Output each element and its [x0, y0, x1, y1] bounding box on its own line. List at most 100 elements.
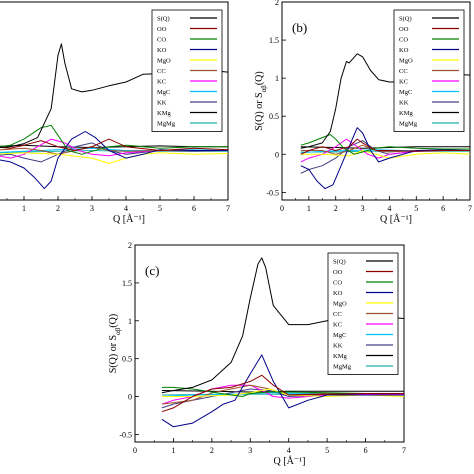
legend-item: OO: [333, 269, 393, 276]
series-line-KO: [0, 131, 228, 190]
series-line-OO: [0, 138, 228, 151]
x-tick-label: 5: [414, 204, 418, 213]
series-line-KO: [300, 127, 470, 190]
legend-item: CO: [333, 280, 393, 287]
x-tick-label: 6: [364, 446, 368, 455]
legend-item: KK: [399, 100, 459, 107]
legend-item: MgC: [157, 89, 217, 96]
y-tick-label: 0: [275, 150, 279, 159]
y-tick-label: 1.5: [269, 36, 279, 45]
legend-item: CC: [157, 68, 217, 75]
legend-item: KMg: [157, 110, 217, 117]
legend-item: CO: [399, 37, 459, 44]
chart-panel-1: 0 1 2 3 4 5 6 7-0.500.511.52S(Q) or Sαβ(Q)Q [Å⁻…: [254, 0, 472, 225]
legend-item: KMg: [399, 110, 459, 117]
legend-item: KK: [333, 343, 393, 350]
legend-label: KC: [157, 79, 166, 86]
legend: S(Q) OO CO KO MgO CC KC MgC KK KMg MgMg: [393, 9, 465, 132]
x-axis-label: Q [Å⁻¹]: [380, 213, 412, 225]
legend-label: S(Q): [157, 16, 170, 23]
legend-item: OO: [399, 26, 459, 33]
legend-item: MgMg: [399, 121, 459, 128]
legend-item: KO: [157, 47, 217, 54]
y-axis-label: S(Q) or Sαβ(Q): [108, 314, 122, 373]
legend-label: CO: [157, 37, 166, 44]
legend-label: MgO: [399, 58, 413, 65]
series-line-CO: [161, 386, 404, 397]
legend-item: S(Q): [157, 16, 217, 23]
x-tick-label: 6: [192, 204, 196, 213]
legend-label: KMg: [157, 110, 171, 117]
legend-label: MgC: [157, 89, 170, 96]
x-tick-label: 7: [226, 204, 230, 213]
legend-label: OO: [333, 269, 343, 276]
series-line-MgMg: [300, 150, 470, 153]
legend: S(Q) OO CO KO MgO CC KC MgC KK KMg MgMg: [151, 9, 223, 132]
x-tick-label: 5: [325, 446, 329, 455]
series-line-KMg: [161, 390, 404, 393]
chart-panel-2: 0 1 2 3 4 5 6 7-0.500.511.52S(Q) or Sαβ(Q)Q [Å⁻…: [108, 241, 406, 467]
legend-label: MgO: [157, 58, 171, 65]
x-tick-label: 4: [124, 204, 128, 213]
legend-item: MgMg: [157, 121, 217, 128]
legend-item: CC: [399, 68, 459, 75]
legend-label: KO: [333, 290, 343, 297]
legend-label: KK: [333, 343, 343, 350]
legend: S(Q) OO CO KO MgO CC KC MgC KK KMg MgMg: [327, 252, 399, 375]
series-line-CO: [0, 124, 228, 155]
x-tick-label: 1: [307, 204, 311, 213]
x-tick-label: 3: [90, 204, 94, 213]
y-tick-label: 0.5: [269, 112, 279, 121]
x-tick-label: 7: [402, 446, 406, 455]
legend-item: MgO: [157, 58, 217, 65]
x-tick-label: 0: [280, 204, 284, 213]
y-tick-label: 1: [275, 74, 279, 83]
x-tick-label: 6: [441, 204, 445, 213]
legend-item: MgO: [399, 58, 459, 65]
x-tick-label: 1: [171, 446, 175, 455]
legend-item: KC: [333, 322, 393, 329]
legend-item: CC: [333, 311, 393, 318]
legend-label: CC: [157, 68, 166, 75]
panel-label: (b): [292, 20, 307, 35]
y-tick-label: -0.5: [266, 188, 279, 197]
series-group: [161, 257, 404, 428]
legend-item: MgC: [333, 332, 393, 339]
x-tick-label: 5: [158, 204, 162, 213]
panel-label: (c): [145, 263, 159, 278]
legend-item: MgMg: [333, 364, 393, 371]
legend-label: CC: [333, 311, 342, 318]
x-axis-label: Q [Å⁻¹]: [113, 213, 145, 225]
legend-item: KO: [333, 290, 393, 297]
legend-item: MgC: [399, 89, 459, 96]
legend-label: KK: [399, 100, 409, 107]
y-tick-label: -0.5: [119, 430, 132, 439]
legend-label: MgMg: [157, 121, 176, 128]
x-tick-label: 3: [248, 446, 252, 455]
legend-label: KO: [399, 47, 409, 54]
series-group: [300, 53, 470, 190]
legend-item: OO: [157, 26, 217, 33]
legend-item: CO: [157, 37, 217, 44]
legend-item: KC: [399, 79, 459, 86]
legend-item: KMg: [333, 353, 393, 360]
legend-label: CC: [399, 68, 408, 75]
legend-label: OO: [157, 26, 167, 33]
y-axis-label: S(Q) or Sαβ(Q): [254, 71, 268, 130]
x-tick-label: 2: [210, 446, 214, 455]
legend-item: KK: [157, 100, 217, 107]
y-tick-label: 2: [128, 241, 132, 250]
legend-label: MgO: [333, 301, 347, 308]
legend-label: KMg: [333, 353, 347, 360]
legend-item: KO: [399, 47, 459, 54]
series-line-MgO: [300, 150, 470, 159]
legend-label: OO: [399, 26, 409, 33]
legend-label: S(Q): [399, 16, 412, 23]
legend-label: KK: [157, 100, 167, 107]
series-line-KMg: [300, 146, 470, 149]
series-line-OO: [161, 374, 404, 413]
x-tick-label: 7: [468, 204, 472, 213]
x-tick-label: 1: [22, 204, 26, 213]
series-line-CO: [300, 134, 470, 155]
